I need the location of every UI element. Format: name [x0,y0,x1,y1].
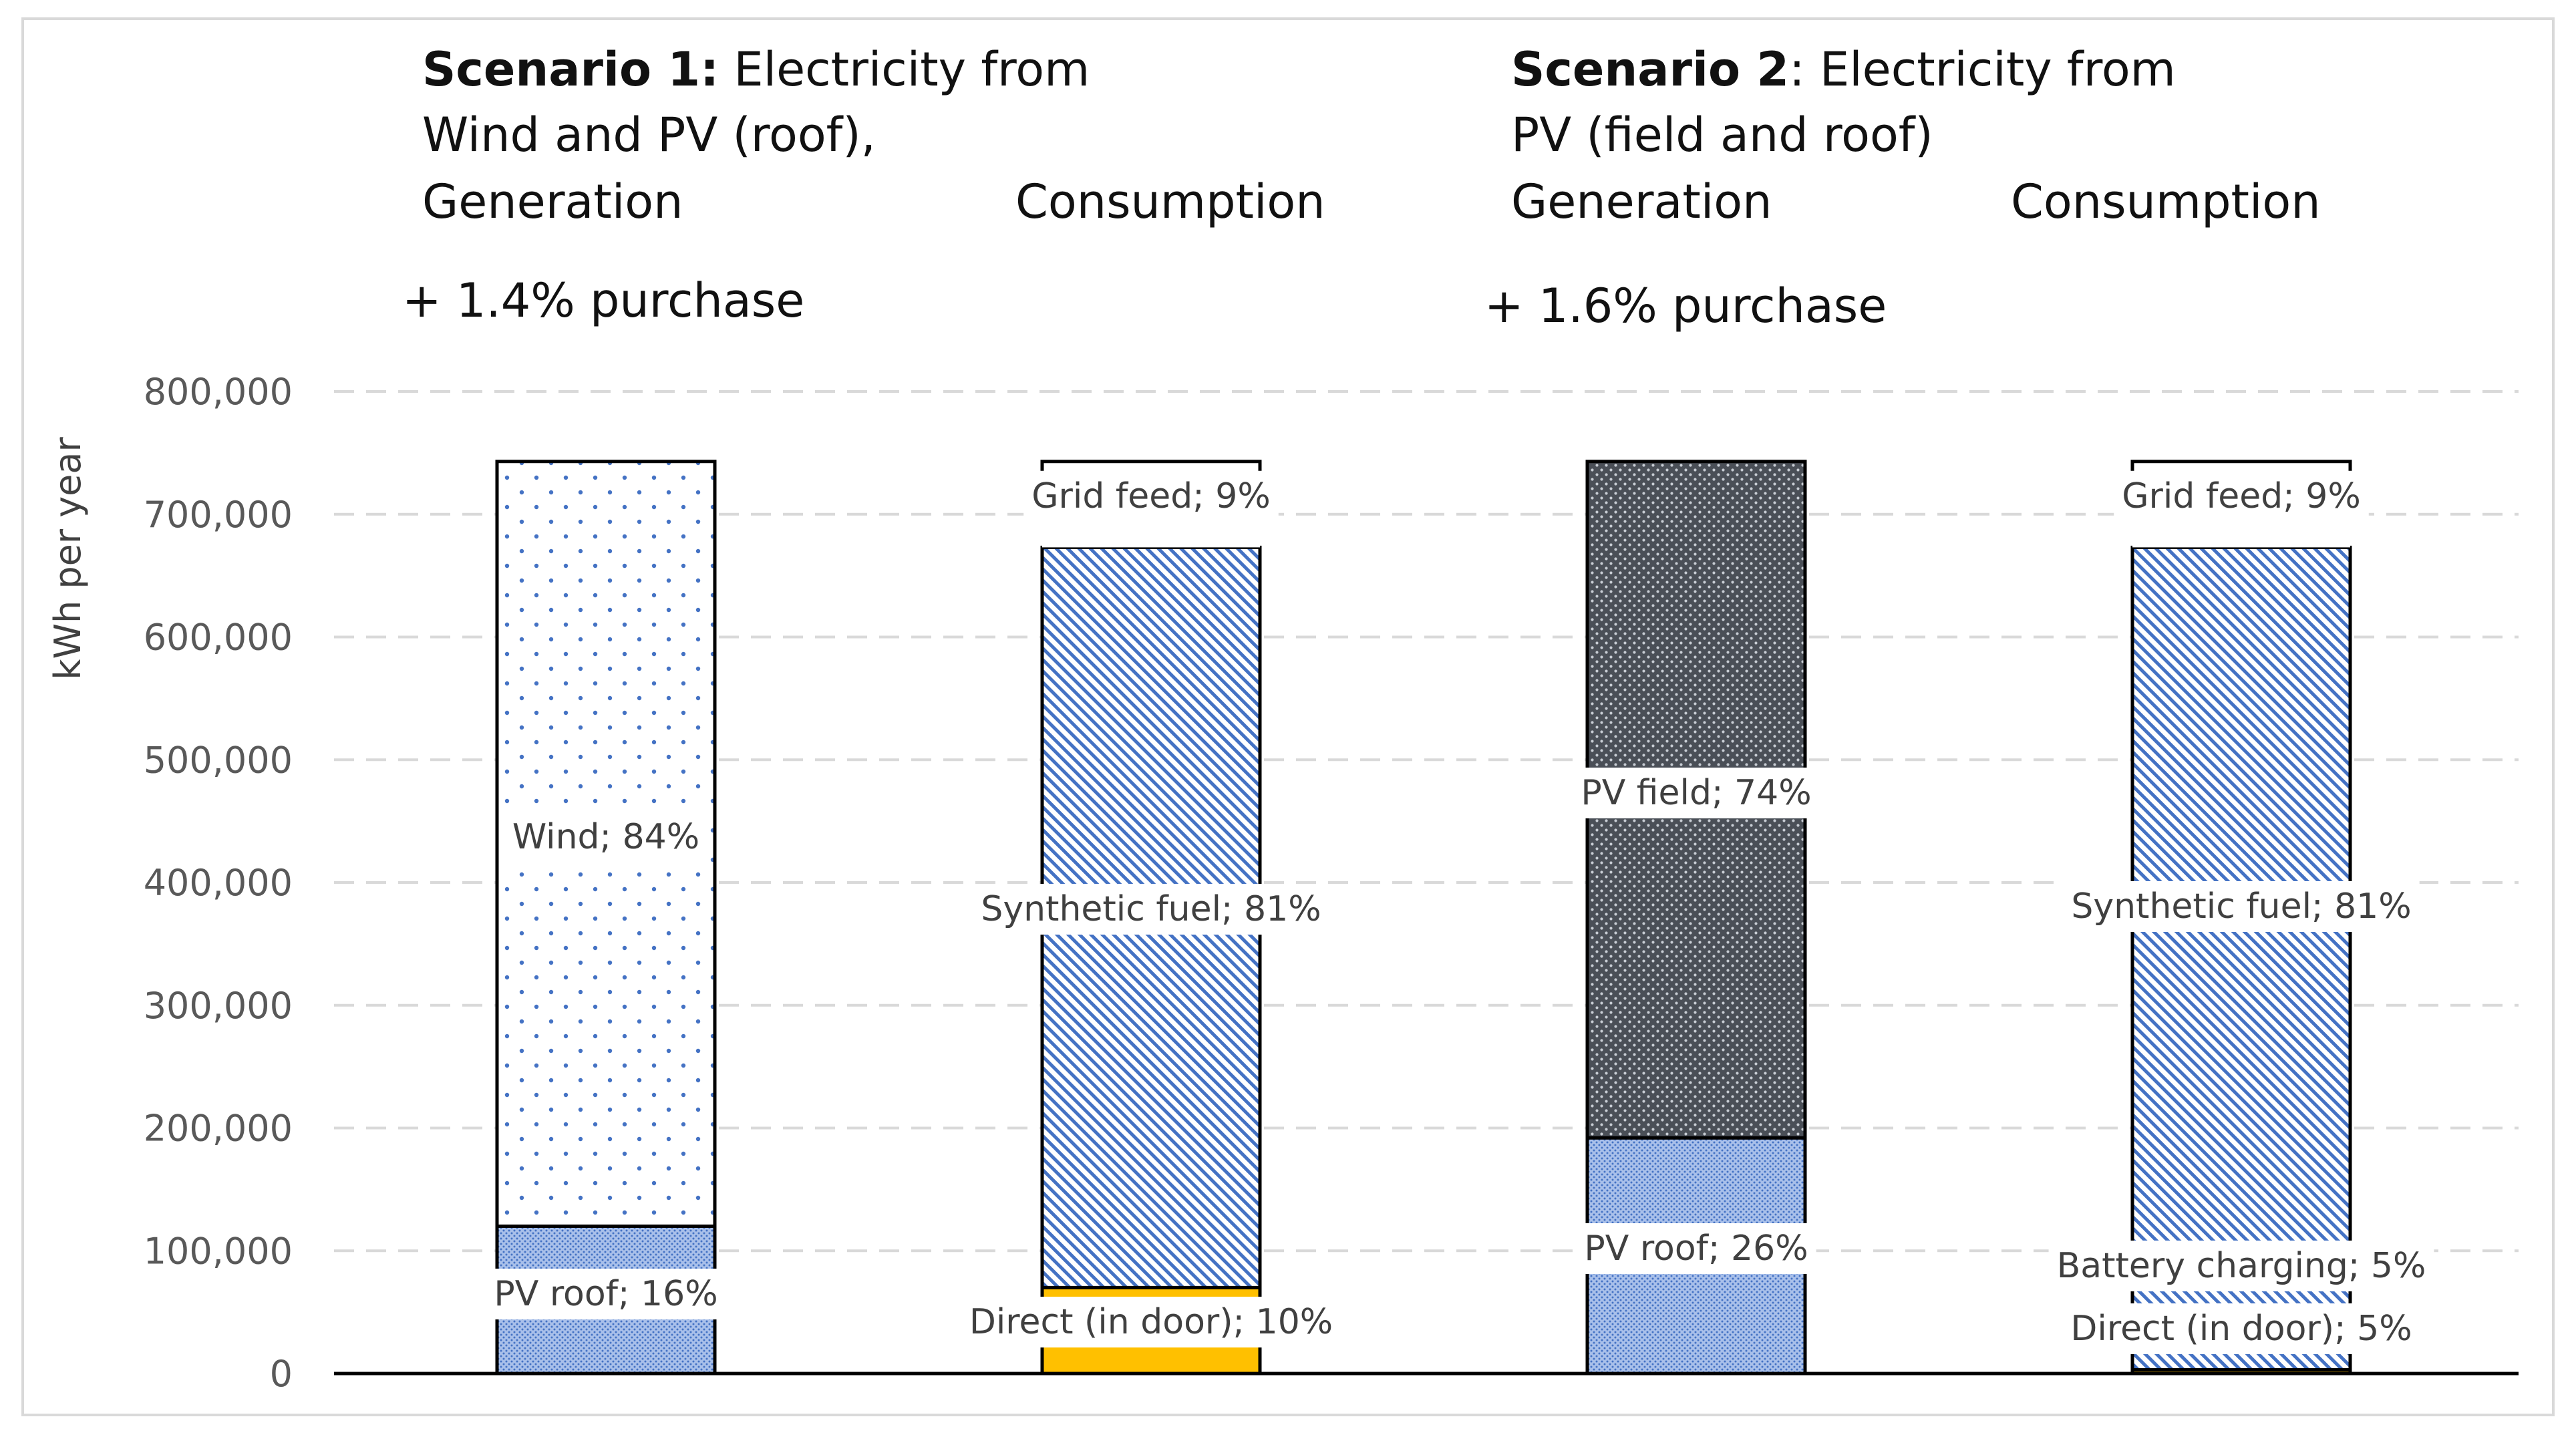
scenario2-subtitle: PV (field and roof) [1511,108,1933,162]
segment-label-text: Grid feed; 9% [1031,476,1271,516]
scenario2-generation-heading: Generation [1511,174,1772,229]
scenario1-generation-heading: Generation [422,174,683,229]
scenario1-consumption-heading: Consumption [1015,174,1325,229]
segment-label-text: PV field; 74% [1581,773,1811,813]
y-tick-label: 300,000 [144,985,293,1027]
segment-label: Direct (in door); 5% [2062,1303,2420,1354]
segment-label-bg [1573,768,1820,818]
scenario2-consumption-heading: Consumption [2011,174,2321,229]
y-tick-label: 700,000 [144,494,293,536]
segment-label: PV field; 74% [1573,768,1820,818]
segment-label: Synthetic fuel; 81% [2063,881,2420,932]
segment-labels: PV roof; 16% Wind; 84% Direct (in door); 1… [486,471,2434,1354]
segment-label-text: Synthetic fuel; 81% [2071,887,2411,927]
y-tick-label: 800,000 [144,371,293,413]
segment-label-bg [2048,1241,2434,1291]
bar-scenario1-generation [495,460,717,1376]
axes: 0 100,000 200,000 300,000 400,000 500,000 600,… [144,371,2519,1395]
scenario2-title: Scenario 2: Electricity from [1511,42,2176,97]
segment-label-bg [973,884,1329,935]
segment-label-text: Direct (in door); 5% [2070,1309,2412,1349]
segment-label: PV roof; 16% [486,1269,726,1319]
y-tick-label: 500,000 [144,739,293,781]
segment-label-text: Synthetic fuel; 81% [981,889,1321,929]
segment-label-text: Grid feed; 9% [2122,476,2361,516]
segment-label-bg [2062,1303,2420,1354]
segment-label: Wind; 84% [504,812,708,862]
y-axis-title: kWh per year [47,437,89,680]
segment-label-bg [2114,471,2369,522]
segment-label-bg [1576,1223,1816,1274]
chart-border [21,17,2555,1416]
segment-label-bg [486,1269,726,1319]
segment-label-text: PV roof; 16% [494,1274,717,1314]
segment-label-bg [961,1297,1341,1347]
segment-label: Synthetic fuel; 81% [973,884,1329,935]
segment-label: Battery charging; 5% [2048,1241,2434,1291]
bar-segment [2130,545,2352,1372]
grid-feed-bracket [1040,460,1262,471]
segment-label-bg [1023,471,1279,522]
segment-label: Direct (in door); 10% [961,1297,1341,1347]
segment-label: PV roof; 26% [1576,1223,1816,1274]
segment-label-text: Battery charging; 5% [2057,1246,2426,1286]
grid-feed-bracket [2130,460,2352,471]
segment-label-bg [504,812,708,862]
scenario1-subtitle: Wind and PV (roof), [422,108,876,162]
scenario1-title: Scenario 1: Electricity from [422,42,1090,97]
segment-label-text: Direct (in door); 10% [969,1302,1333,1342]
y-tick-label: 400,000 [144,862,293,904]
y-tick-label: 100,000 [144,1230,293,1272]
y-tick-label: 200,000 [144,1108,293,1150]
segment-label-text: Wind; 84% [512,817,699,857]
segment-label: Grid feed; 9% [1023,471,1279,522]
segment-label: Grid feed; 9% [2114,471,2369,522]
scenario1-purchase: + 1.4% purchase [402,273,804,328]
y-tick-label: 600,000 [144,617,293,659]
segment-label-text: PV roof; 26% [1584,1229,1808,1269]
scenario2-purchase: + 1.6% purchase [1484,279,1887,333]
y-tick-label: 0 [270,1353,293,1395]
segment-label-bg [2063,881,2420,932]
